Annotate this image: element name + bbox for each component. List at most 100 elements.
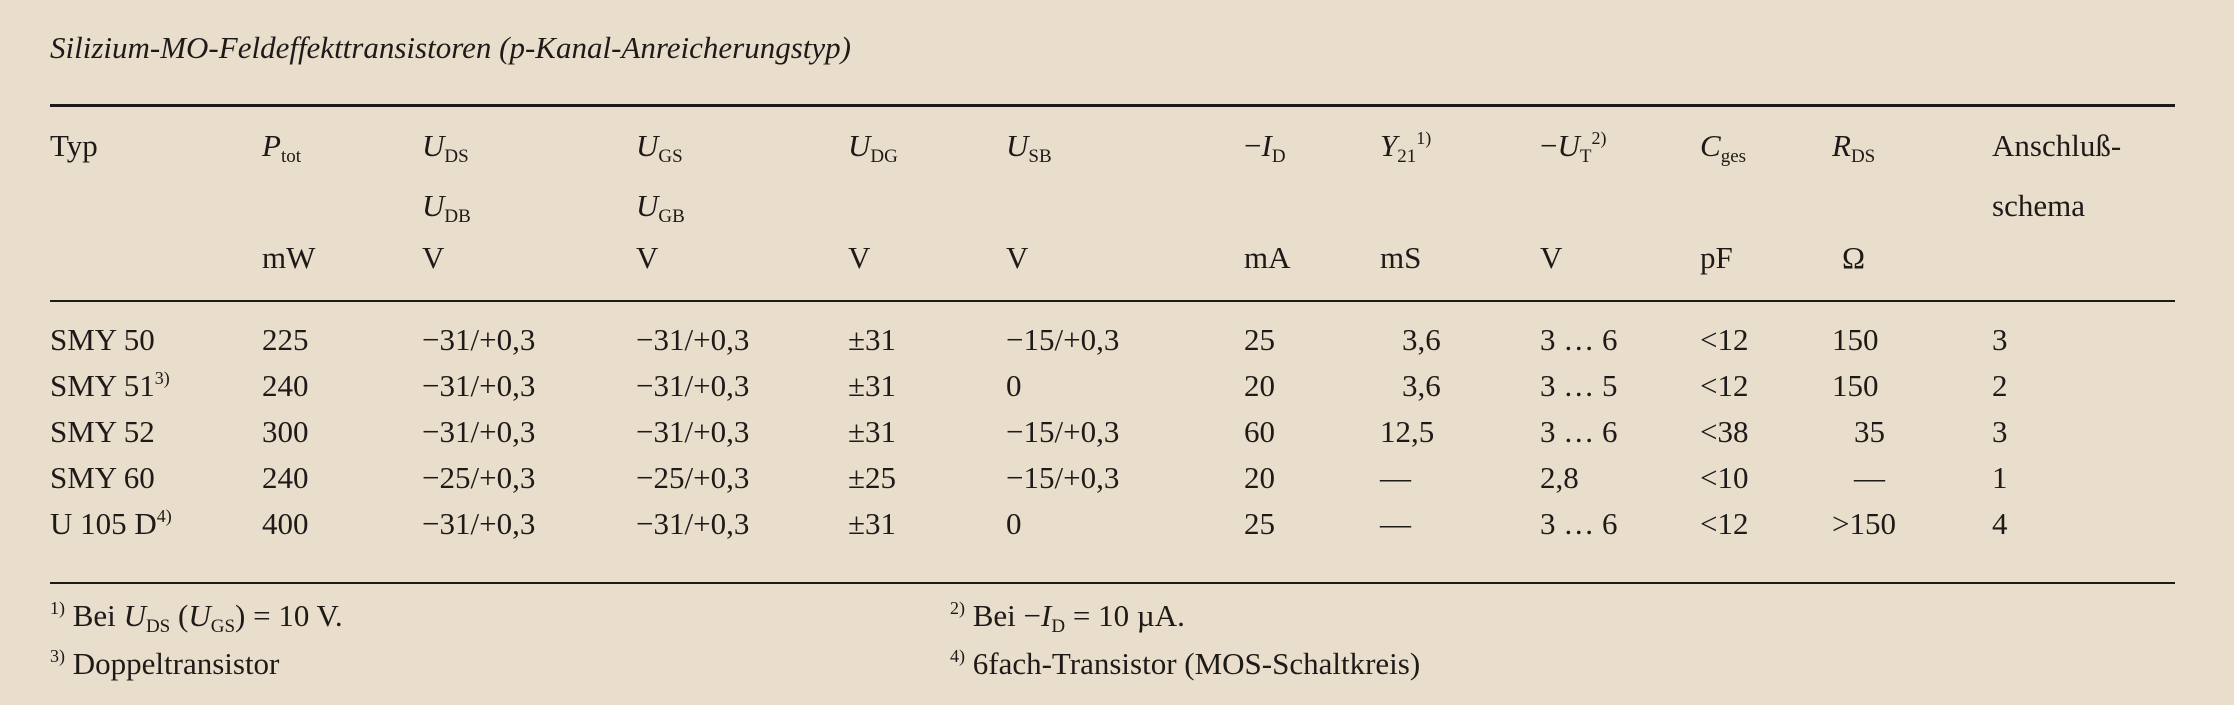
- column-header: UDS: [422, 128, 469, 168]
- footnote-4: 4) 6fach-Transistor (MOS-Schaltkreis): [950, 646, 1421, 681]
- table-cell: ±31: [848, 506, 897, 541]
- table-cell: ±25: [848, 460, 897, 495]
- header-symbol: U: [1557, 128, 1580, 163]
- header-subscript: D: [1271, 146, 1286, 167]
- table-cell: 3: [1992, 414, 2008, 449]
- row-type: SMY 52: [50, 414, 155, 450]
- table-cell: −31/+0,3: [422, 368, 536, 403]
- table-cell: <12: [1700, 322, 1749, 357]
- column-header: Typ: [50, 128, 98, 164]
- column-unit: mW: [262, 240, 316, 275]
- column-unit: pF: [1700, 240, 1733, 275]
- type-name: SMY 50: [50, 322, 155, 357]
- table-cell: ±31: [848, 368, 897, 403]
- table-cell: −15/+0,3: [1006, 460, 1120, 495]
- column-unit: mA: [1244, 240, 1291, 275]
- column-header-line2: UGB: [636, 188, 685, 228]
- bottom-rule: [50, 582, 2175, 584]
- table-cell: −15/+0,3: [1006, 414, 1120, 449]
- header-subscript: GS: [658, 146, 683, 167]
- table-cell: —: [1854, 460, 1885, 495]
- table-cell: <10: [1700, 460, 1749, 495]
- row-type: SMY 513): [50, 368, 170, 404]
- column-header: Ptot: [262, 128, 301, 168]
- row-type: SMY 50: [50, 322, 155, 358]
- type-name: SMY 60: [50, 460, 155, 495]
- table-cell: 3 … 5: [1540, 368, 1618, 403]
- footnote-3: 3) Doppeltransistor: [50, 646, 280, 681]
- header-symbol: Typ: [50, 128, 98, 163]
- header-symbol: I: [1261, 128, 1272, 163]
- column-unit: V: [1540, 240, 1563, 275]
- table-cell: 1: [1992, 460, 2008, 495]
- table-cell: 300: [262, 414, 309, 449]
- column-header: RDS: [1832, 128, 1875, 168]
- header-subscript: DG: [870, 146, 898, 167]
- row-type: SMY 60: [50, 460, 155, 496]
- table-cell: 3 … 6: [1540, 414, 1618, 449]
- table-cell: 0: [1006, 368, 1022, 403]
- table-cell: 240: [262, 368, 309, 403]
- table-cell: 3,6: [1402, 322, 1441, 357]
- table-cell: −31/+0,3: [422, 414, 536, 449]
- table-cell: 25: [1244, 322, 1275, 357]
- header-symbol: C: [1700, 128, 1721, 163]
- column-header: −UT2): [1540, 128, 1606, 168]
- column-header-line2: UDB: [422, 188, 471, 228]
- table-cell: −31/+0,3: [636, 368, 750, 403]
- column-header: −ID: [1244, 128, 1286, 168]
- table-cell: −15/+0,3: [1006, 322, 1120, 357]
- header-subscript: 21: [1397, 146, 1417, 167]
- column-header: Anschluß-: [1992, 128, 2121, 164]
- header-subscript: tot: [280, 146, 301, 167]
- table-cell: 150: [1832, 322, 1879, 357]
- table-cell: −25/+0,3: [422, 460, 536, 495]
- column-header: Y211): [1380, 128, 1431, 168]
- column-header-line2: schema: [1992, 188, 2085, 224]
- type-footnote-mark: 3): [154, 368, 170, 388]
- header-subscript: GB: [658, 206, 685, 227]
- table-cell: −31/+0,3: [636, 322, 750, 357]
- footnote-2: 2) Bei −ID = 10 µA.: [950, 598, 1185, 637]
- table-cell: 12,5: [1380, 414, 1435, 449]
- header-symbol: Y: [1380, 128, 1398, 163]
- table-cell: 2,8: [1540, 460, 1579, 495]
- table-cell: −31/+0,3: [422, 322, 536, 357]
- table-cell: 3: [1992, 322, 2008, 357]
- header-subscript: T: [1579, 146, 1592, 167]
- column-unit: Ω: [1842, 240, 1866, 275]
- type-footnote-mark: 4): [156, 506, 172, 526]
- header-symbol: Anschluß-: [1992, 128, 2122, 163]
- column-header: Cges: [1700, 128, 1746, 168]
- header-symbol: U: [422, 128, 445, 163]
- column-unit: V: [1006, 240, 1029, 275]
- top-rule: [50, 104, 2175, 107]
- table-cell: ±31: [848, 322, 897, 357]
- table-cell: −25/+0,3: [636, 460, 750, 495]
- header-symbol: U: [422, 188, 445, 223]
- column-header: UGS: [636, 128, 683, 168]
- header-symbol: U: [848, 128, 871, 163]
- column-unit: mS: [1380, 240, 1422, 275]
- table-cell: <12: [1700, 368, 1749, 403]
- table-cell: 4: [1992, 506, 2008, 541]
- column-unit: V: [422, 240, 445, 275]
- table-cell: 20: [1244, 368, 1275, 403]
- header-prefix: −: [1244, 128, 1262, 163]
- table-cell: 20: [1244, 460, 1275, 495]
- table-cell: <38: [1700, 414, 1749, 449]
- table-title: Silizium-MO-Feldeffekttransistoren (p-Ka…: [50, 30, 851, 65]
- header-subscript: SB: [1028, 146, 1052, 167]
- table-cell: 240: [262, 460, 309, 495]
- table-cell: 3,6: [1402, 368, 1441, 403]
- table-cell: 225: [262, 322, 309, 357]
- header-symbol: U: [636, 188, 659, 223]
- table-cell: —: [1380, 506, 1411, 541]
- header-symbol: P: [262, 128, 281, 163]
- table-cell: 0: [1006, 506, 1022, 541]
- type-name: SMY 52: [50, 414, 155, 449]
- table-cell: 35: [1854, 414, 1885, 449]
- header-subscript: DS: [444, 146, 469, 167]
- table-cell: −31/+0,3: [636, 414, 750, 449]
- table-cell: ±31: [848, 414, 897, 449]
